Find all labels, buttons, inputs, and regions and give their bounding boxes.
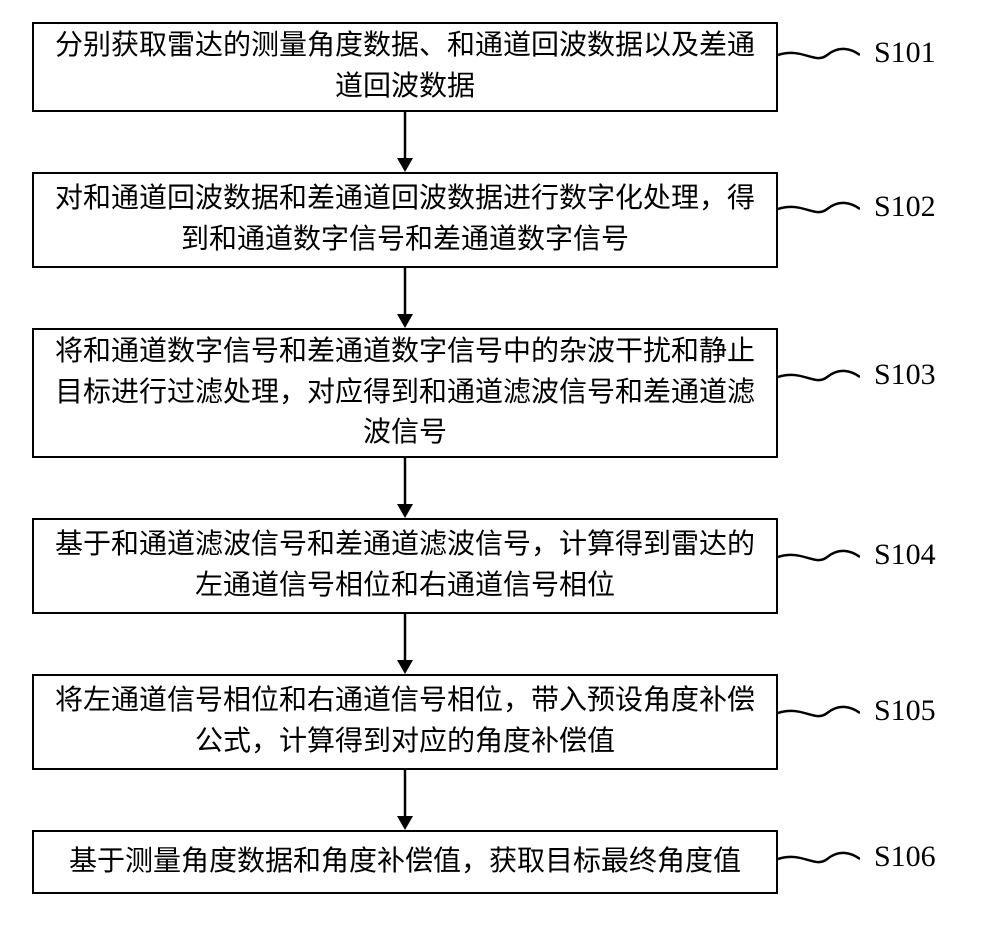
label-connector (778, 194, 860, 229)
flow-step-S105: 将左通道信号相位和右通道信号相位，带入预设角度补偿公式，计算得到对应的角度补偿值 (32, 674, 778, 770)
flow-step-text: 将左通道信号相位和右通道信号相位，带入预设角度补偿公式，计算得到对应的角度补偿值 (52, 681, 758, 762)
label-connector (778, 362, 860, 397)
step-label-S104: S104 (874, 538, 936, 572)
flow-arrow (394, 268, 416, 333)
flow-arrow (394, 614, 416, 679)
step-label-S103: S103 (874, 358, 936, 392)
step-label-S106: S106 (874, 840, 936, 874)
flow-step-S102: 对和通道回波数据和差通道回波数据进行数字化处理，得到和通道数字信号和差通道数字信… (32, 172, 778, 268)
flow-arrow (394, 770, 416, 835)
flow-step-S101: 分别获取雷达的测量角度数据、和通道回波数据以及差通道回波数据 (32, 22, 778, 112)
label-connector (778, 40, 860, 75)
flow-step-text: 对和通道回波数据和差通道回波数据进行数字化处理，得到和通道数字信号和差通道数字信… (52, 179, 758, 260)
flow-step-S104: 基于和通道滤波信号和差通道滤波信号，计算得到雷达的左通道信号相位和右通道信号相位 (32, 518, 778, 614)
flow-step-S106: 基于测量角度数据和角度补偿值，获取目标最终角度值 (32, 830, 778, 894)
step-label-S105: S105 (874, 694, 936, 728)
flow-step-S103: 将和通道数字信号和差通道数字信号中的杂波干扰和静止目标进行过滤处理，对应得到和通… (32, 328, 778, 458)
label-connector (778, 844, 860, 879)
flow-step-text: 基于测量角度数据和角度补偿值，获取目标最终角度值 (52, 842, 758, 883)
step-label-S101: S101 (874, 36, 936, 70)
flow-step-text: 分别获取雷达的测量角度数据、和通道回波数据以及差通道回波数据 (52, 26, 758, 107)
flow-arrow (394, 112, 416, 177)
label-connector (778, 698, 860, 733)
flowchart-canvas: 分别获取雷达的测量角度数据、和通道回波数据以及差通道回波数据 S101 对和通道… (0, 0, 1000, 942)
step-label-S102: S102 (874, 190, 936, 224)
flow-arrow (394, 458, 416, 523)
label-connector (778, 542, 860, 577)
flow-step-text: 将和通道数字信号和差通道数字信号中的杂波干扰和静止目标进行过滤处理，对应得到和通… (52, 332, 758, 454)
flow-step-text: 基于和通道滤波信号和差通道滤波信号，计算得到雷达的左通道信号相位和右通道信号相位 (52, 525, 758, 606)
